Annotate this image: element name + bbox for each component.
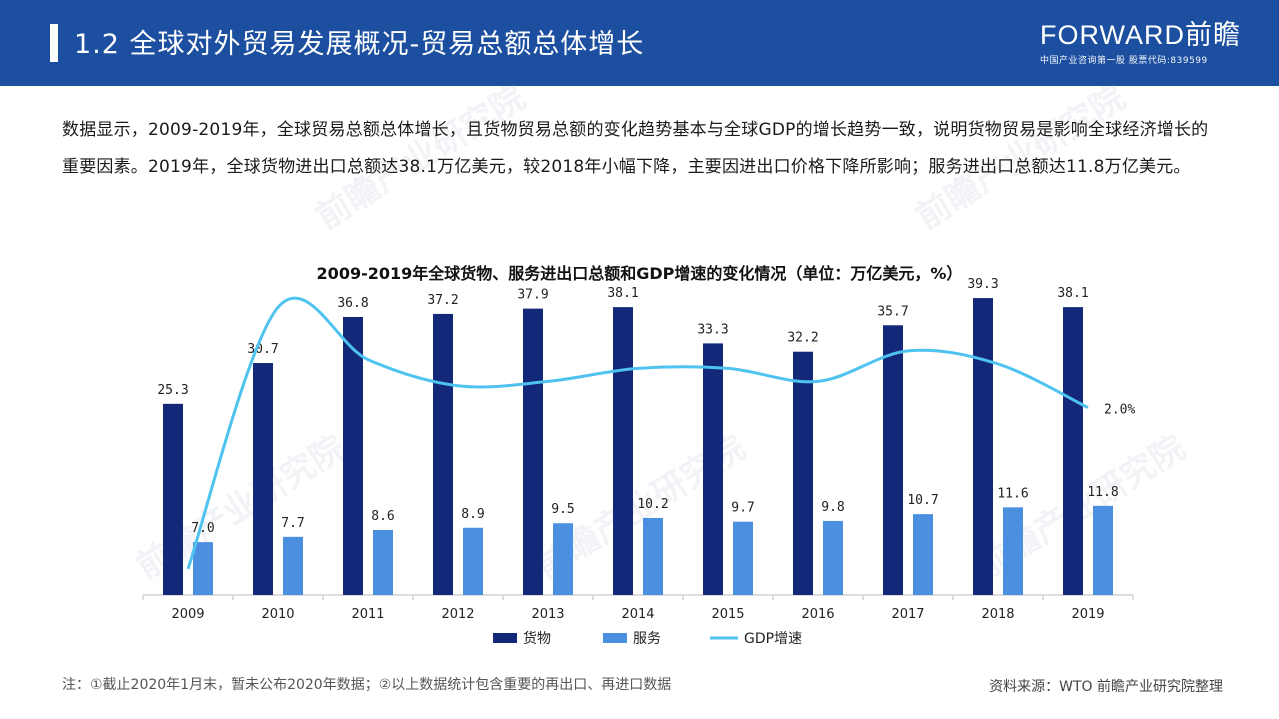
bar-label-services: 9.7	[731, 501, 754, 516]
bar-goods	[1063, 307, 1083, 595]
x-tick-label: 2013	[531, 607, 564, 622]
page-title: 1.2 全球对外贸易发展概况-贸易总额总体增长	[74, 29, 645, 60]
logo-tagline: 中国产业咨询第一股 股票代码:839599	[1040, 56, 1208, 66]
bar-goods	[883, 325, 903, 595]
bar-label-goods: 37.2	[427, 293, 458, 308]
title-marker	[50, 24, 58, 62]
bar-services	[1093, 505, 1113, 595]
bar-label-services: 10.7	[907, 493, 938, 508]
bar-label-services: 9.8	[821, 500, 844, 515]
x-tick-label: 2014	[621, 607, 654, 622]
bar-services	[193, 542, 213, 595]
legend-goods-label: 货物	[523, 630, 551, 647]
bar-label-goods: 39.3	[967, 277, 998, 292]
footer-source: 资料来源：WTO 前瞻产业研究院整理	[989, 679, 1223, 695]
bar-goods	[433, 313, 453, 595]
x-tick-label: 2009	[171, 607, 204, 622]
bar-label-goods: 30.7	[247, 342, 278, 357]
bar-label-goods: 33.3	[697, 322, 728, 337]
bar-services	[913, 514, 933, 595]
bar-goods	[613, 307, 633, 595]
bar-label-services: 11.8	[1087, 485, 1118, 500]
x-tick-label: 2012	[441, 607, 474, 622]
bar-label-goods: 36.8	[337, 296, 368, 311]
bar-services	[373, 530, 393, 595]
bar-label-services: 8.6	[371, 509, 394, 524]
bar-services	[643, 517, 663, 595]
bar-goods	[703, 343, 723, 595]
bar-goods	[343, 316, 363, 595]
bar-label-services: 8.9	[461, 507, 484, 522]
bar-services	[823, 520, 843, 595]
bar-label-goods: 38.1	[607, 286, 638, 301]
logo-wordmark: FORWARD前瞻	[1040, 20, 1241, 50]
x-tick-label: 2011	[351, 607, 384, 622]
chart-title: 2009-2019年全球货物、服务进出口总额和GDP增速的变化情况（单位：万亿美…	[316, 264, 963, 283]
footer-note: 注：①截止2020年1月末，暂未公布2020年数据；②以上数据统计包含重要的再出…	[62, 677, 672, 693]
x-tick-label: 2017	[891, 607, 924, 622]
gdp-growth-line	[186, 296, 1089, 570]
x-tick-label: 2019	[1071, 607, 1104, 622]
bar-label-services: 7.0	[191, 521, 214, 536]
bar-goods	[523, 308, 543, 595]
x-tick-label: 2016	[801, 607, 834, 622]
legend-services-swatch	[603, 633, 627, 643]
legend-services-label: 服务	[633, 631, 661, 647]
bar-services	[553, 523, 573, 595]
bar-label-goods: 32.2	[787, 331, 818, 346]
x-tick-label: 2015	[711, 607, 744, 622]
bar-services	[283, 536, 303, 595]
bar-goods	[793, 351, 813, 595]
bar-services	[463, 527, 483, 595]
intro-paragraph: 数据显示，2009-2019年，全球贸易总额总体增长，且货物贸易总额的变化趋势基…	[62, 120, 1209, 177]
legend-goods-swatch	[493, 633, 517, 643]
bar-services	[733, 521, 753, 595]
bar-label-services: 9.5	[551, 502, 574, 517]
header-bar: 1.2 全球对外贸易发展概况-贸易总额总体增长 FORWARD前瞻 中国产业咨询…	[0, 0, 1279, 86]
x-tick-label: 2010	[261, 607, 294, 622]
bar-label-goods: 37.9	[517, 288, 548, 303]
bar-services	[1003, 507, 1023, 595]
legend-gdp-label: GDP增速	[744, 631, 802, 647]
bar-goods	[253, 363, 273, 595]
bar-goods	[163, 403, 183, 595]
bar-label-goods: 38.1	[1057, 286, 1088, 301]
x-tick-label: 2018	[981, 607, 1014, 622]
bar-label-services: 7.7	[281, 516, 304, 531]
gdp-end-label: 2.0%	[1104, 403, 1135, 418]
bar-label-services: 11.6	[997, 486, 1028, 501]
brand-logo: FORWARD前瞻 中国产业咨询第一股 股票代码:839599	[1040, 20, 1240, 70]
bar-goods	[973, 298, 993, 595]
bar-label-services: 10.2	[637, 497, 668, 512]
bar-label-goods: 25.3	[157, 383, 188, 398]
bar-label-goods: 35.7	[877, 304, 908, 319]
